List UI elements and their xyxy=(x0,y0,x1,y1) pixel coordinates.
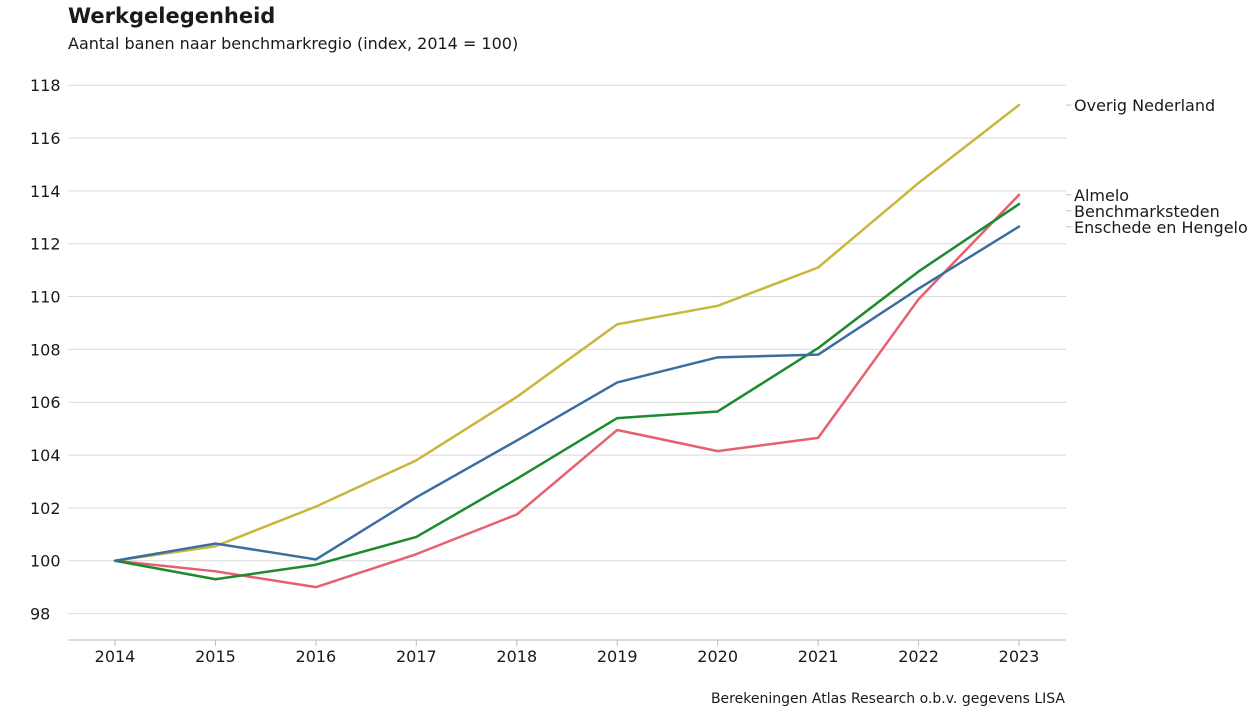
x-tick-label: 2019 xyxy=(597,647,638,666)
chart-title: Werkgelegenheid xyxy=(68,4,276,28)
x-tick-label: 2021 xyxy=(798,647,839,666)
y-tick-label: 116 xyxy=(30,129,61,148)
series-line xyxy=(113,103,1021,562)
y-tick-label: 114 xyxy=(30,182,61,201)
series-label: Benchmarksteden xyxy=(1074,202,1220,221)
y-tick-label: 98 xyxy=(30,605,50,624)
chart-subtitle: Aantal banen naar benchmarkregio (index,… xyxy=(68,34,519,53)
y-tick-label: 104 xyxy=(30,446,61,465)
series-line xyxy=(113,225,1021,562)
source-note: Berekeningen Atlas Research o.b.v. gegev… xyxy=(710,691,1065,707)
axes: 98 100 102 104 106 108 110 112 114 116 118 2014 2015… xyxy=(30,76,1066,666)
x-tick-label: 2020 xyxy=(697,647,738,666)
series-label: Overig Nederland xyxy=(1074,96,1215,115)
x-tick-label: 2014 xyxy=(95,647,136,666)
y-tick-label: 106 xyxy=(30,393,61,412)
series-line xyxy=(113,202,1021,581)
series-label: Enschede en Hengelo xyxy=(1074,218,1248,237)
x-tick-label: 2016 xyxy=(296,647,337,666)
gridlines xyxy=(68,84,1066,615)
x-tick-label: 2018 xyxy=(496,647,537,666)
y-tick-label: 108 xyxy=(30,340,61,359)
x-tick-label: 2017 xyxy=(396,647,437,666)
y-tick-label: 112 xyxy=(30,235,61,254)
series-label: Almelo xyxy=(1074,186,1129,205)
y-tick-label: 110 xyxy=(30,288,61,307)
x-tick-label: 2015 xyxy=(195,647,236,666)
x-tick-label: 2022 xyxy=(898,647,939,666)
y-tick-label: 102 xyxy=(30,499,61,518)
series-lines xyxy=(113,103,1021,589)
series-line xyxy=(113,193,1021,589)
y-tick-label: 100 xyxy=(30,552,61,571)
y-tick-label: 118 xyxy=(30,76,61,95)
series-labels: Overig Nederland AlmeloBenchmarkstedenEns… xyxy=(1066,96,1248,237)
x-tick-label: 2023 xyxy=(999,647,1040,666)
